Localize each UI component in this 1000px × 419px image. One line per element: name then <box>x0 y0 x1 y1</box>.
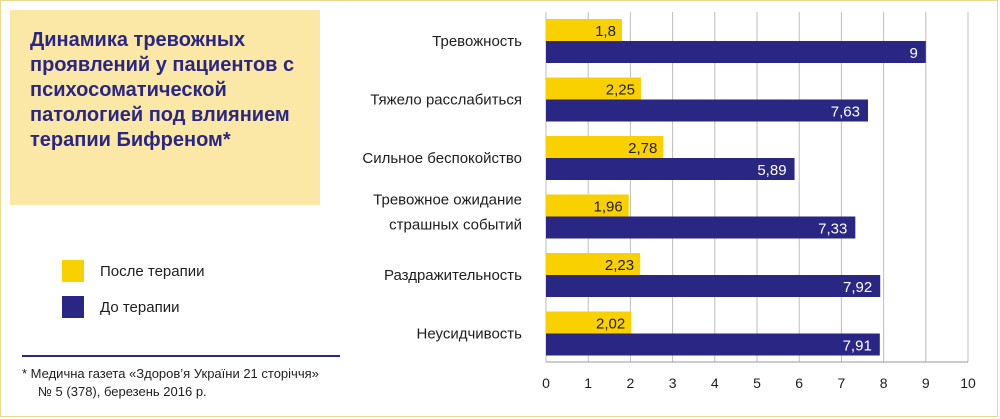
bar-label-before: 9 <box>909 45 917 62</box>
legend-label-before: До терапии <box>100 298 180 316</box>
bar-before <box>546 158 795 180</box>
bar-before <box>546 99 868 122</box>
bar-after <box>546 311 632 334</box>
bar-label-after: 2,02 <box>596 316 625 333</box>
x-tick-label: 9 <box>922 375 930 391</box>
bar-after <box>546 194 629 217</box>
legend-item-after: После терапии <box>62 260 205 282</box>
legend-swatch-before <box>62 296 84 318</box>
x-tick-label: 8 <box>880 375 888 391</box>
category-label: Сильное беспокойство <box>362 150 522 167</box>
bar-before <box>546 41 926 63</box>
footnote-divider <box>22 355 340 357</box>
category-label: страшных событий <box>389 217 522 234</box>
bar-after <box>546 253 641 275</box>
x-tick-label: 2 <box>627 375 635 391</box>
legend-item-before: До терапии <box>62 296 179 318</box>
x-tick-label: 10 <box>960 375 976 391</box>
bar-after <box>546 77 641 100</box>
legend-label-after: После терапии <box>100 262 205 280</box>
bar-label-before: 7,33 <box>818 221 847 238</box>
x-tick-label: 6 <box>795 375 803 391</box>
category-label: Раздражительность <box>384 267 522 284</box>
bar-before <box>546 216 856 239</box>
x-tick-label: 4 <box>711 375 719 391</box>
bar-label-after: 2,78 <box>628 140 657 157</box>
bar-after <box>546 19 622 41</box>
bar-label-after: 2,25 <box>606 82 635 99</box>
bar-label-after: 1,8 <box>595 23 616 40</box>
bar-label-before: 7,63 <box>831 104 860 121</box>
bar-label-after: 1,96 <box>594 199 623 216</box>
category-label: Тревожное ожидание <box>373 192 522 209</box>
footnote-line-1: * Медична газета «Здоров’я України 21 ст… <box>22 366 319 381</box>
bar-label-before: 7,91 <box>843 338 872 355</box>
bar-label-before: 5,89 <box>757 162 786 179</box>
bar-before <box>546 275 881 297</box>
x-tick-label: 0 <box>542 375 550 391</box>
bar-before <box>546 333 880 356</box>
bar-label-before: 7,92 <box>843 279 872 296</box>
x-tick-label: 7 <box>838 375 846 391</box>
x-tick-label: 1 <box>584 375 592 391</box>
category-label: Тяжело расслабиться <box>370 92 522 109</box>
x-tick-label: 3 <box>669 375 677 391</box>
footnote-line-2: № 5 (378), березень 2016 р. <box>38 384 207 399</box>
category-label: Неусидчивость <box>417 326 523 343</box>
footnote: * Медична газета «Здоров’я України 21 ст… <box>22 365 352 401</box>
bar-label-after: 2,23 <box>605 257 634 274</box>
bar-after <box>546 136 664 158</box>
title-background <box>10 10 320 205</box>
chart-title: Динамика тревожных проявлений у пациенто… <box>30 29 295 151</box>
x-tick-label: 5 <box>753 375 761 391</box>
legend-swatch-after <box>62 260 84 282</box>
category-label: Тревожность <box>432 33 522 50</box>
